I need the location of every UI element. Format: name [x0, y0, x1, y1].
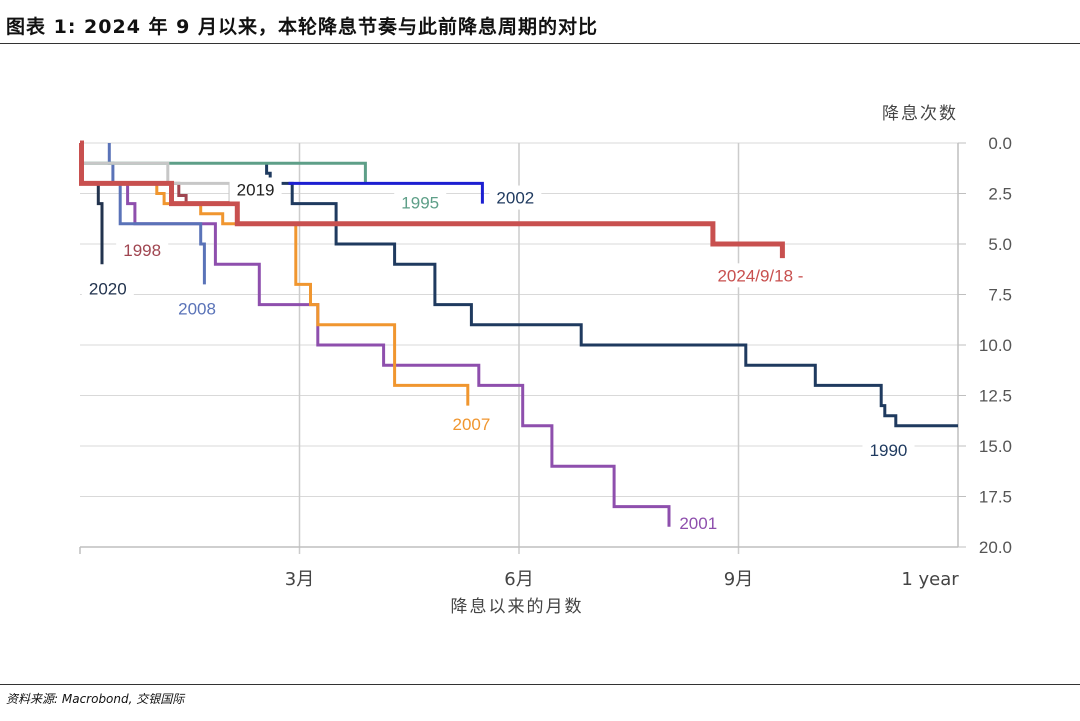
series-label-box [81, 276, 134, 301]
series-line-2001 [126, 183, 671, 527]
source-note: 资料来源: Macrobond, 交银国际 [6, 692, 185, 706]
series-line-1995 [80, 161, 367, 184]
chart-title: 图表 1: 2024 年 9 月以来，本轮降息节奏与此前降息周期的对比 [6, 16, 598, 38]
series-label: 2002 [496, 189, 534, 208]
y-tick-label: 5.0 [988, 235, 1012, 254]
chart: 0.0 2.5 5.0 7.5 10.0 12.5 15.0 17.5 20.0 3月 6月 9月 1 … [79, 104, 1012, 617]
series-label: 1998 [123, 241, 161, 260]
x-axis-title: 降息以来的月数 [451, 597, 584, 617]
series-label: 2024/9/18 - [717, 266, 803, 285]
footer-rule [0, 684, 1080, 685]
series-line-2002 [288, 181, 484, 204]
series [79, 140, 958, 527]
series-label-box [394, 190, 447, 215]
y-tick-label: 2.5 [988, 185, 1012, 204]
series-label-box [489, 185, 542, 210]
series-label: 2020 [89, 279, 127, 298]
x-tick-label: 1 year [901, 569, 959, 590]
series-label-box [672, 510, 725, 535]
series-label-box [445, 411, 498, 436]
series-label-box [171, 296, 224, 321]
title-bar: 图表 1: 2024 年 9 月以来，本轮降息节奏与此前降息周期的对比 [0, 0, 1080, 44]
x-tick-label: 9月 [724, 569, 753, 590]
y-tick-label: 7.5 [988, 286, 1012, 305]
axes: 0.0 2.5 5.0 7.5 10.0 12.5 15.0 17.5 20.0 3月 6月 9月 1 … [79, 134, 1012, 590]
series-label: 2008 [178, 300, 216, 319]
series-label-box [116, 238, 169, 263]
series-line-1990 [265, 163, 958, 428]
series-label-box [862, 438, 915, 463]
series-label: 1990 [870, 441, 908, 460]
series-line-2020 [96, 183, 104, 265]
x-tick-label: 6月 [504, 569, 533, 590]
series-label-box [229, 177, 282, 202]
series-labels: 2024/9/18 - 1990 2001 2007 2008 2020 1998 1995 2… [81, 177, 915, 535]
y-tick-label: 12.5 [979, 387, 1012, 406]
series-label: 1995 [401, 194, 439, 213]
y-tick-label: 0.0 [988, 134, 1012, 153]
y-tick-label: 17.5 [979, 488, 1012, 507]
y-tick-label: 10.0 [979, 336, 1012, 355]
x-tick-label: 3月 [285, 569, 314, 590]
series-label-box [699, 263, 822, 288]
series-line-2024-9-18 [79, 140, 785, 259]
series-label: 2007 [453, 415, 491, 434]
y-tick-label: 20.0 [979, 538, 1012, 557]
y-tick-label: 15.0 [979, 437, 1012, 456]
series-label: 2019 [237, 180, 275, 199]
series-label: 2001 [679, 514, 717, 533]
y-axis-title: 降息次数 [882, 104, 958, 124]
